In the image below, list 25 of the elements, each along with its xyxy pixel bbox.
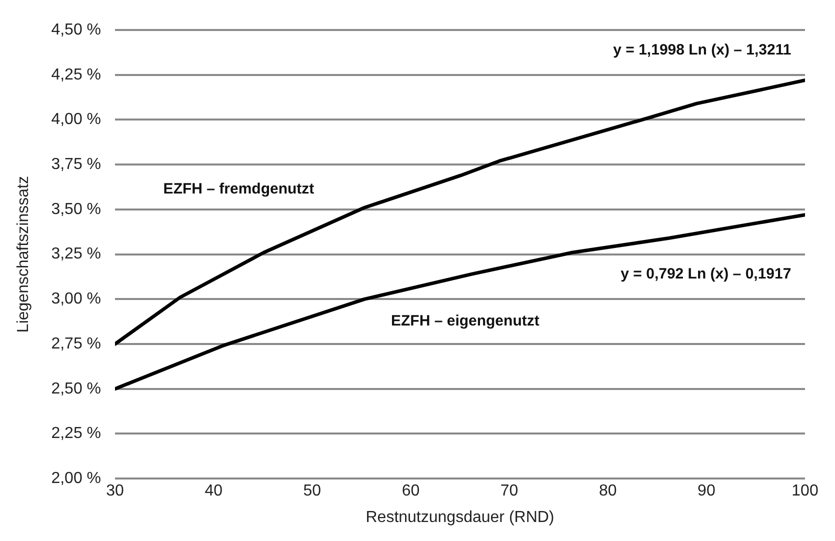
y-tick-label: 2,25 % [51, 425, 102, 442]
y-tick-label: 3,75 % [51, 156, 102, 173]
y-tick-label: 4,00 % [51, 111, 102, 128]
series-label: EZFH – eigengenutzt [391, 312, 540, 330]
y-tick-label: 2,00 % [51, 470, 102, 488]
series-label: EZFH – fremdgenutzt [163, 180, 314, 198]
x-tick-label: 40 [204, 482, 223, 500]
y-tick-label: 2,50 % [51, 380, 102, 398]
x-tick-label: 70 [500, 482, 518, 500]
annotation: y = 1,1998 Ln (x) – 1,3211 [613, 41, 792, 58]
x-tick-label: 30 [106, 482, 124, 500]
y-tick-label: 4,50 % [51, 21, 102, 38]
y-tick-label: 3,00 % [51, 290, 102, 308]
y-tick-label: 3,25 % [51, 246, 102, 263]
x-axis-title: Restnutzungsdauer (RND) [366, 508, 554, 526]
x-tick-label: 80 [598, 482, 617, 500]
y-tick-label: 4,25 % [51, 66, 102, 84]
y-tick-label: 3,50 % [51, 200, 102, 218]
y-tick-label: 2,75 % [51, 335, 102, 352]
y-axis-title: Liegenschaftszinssatz [15, 176, 32, 333]
x-tick-label: 90 [698, 482, 716, 500]
x-tick-label: 100 [792, 482, 818, 500]
x-tick-label: 60 [402, 482, 420, 500]
annotation: y = 0,792 Ln (x) – 0,1917 [620, 266, 792, 283]
x-tick-label: 50 [303, 482, 322, 500]
